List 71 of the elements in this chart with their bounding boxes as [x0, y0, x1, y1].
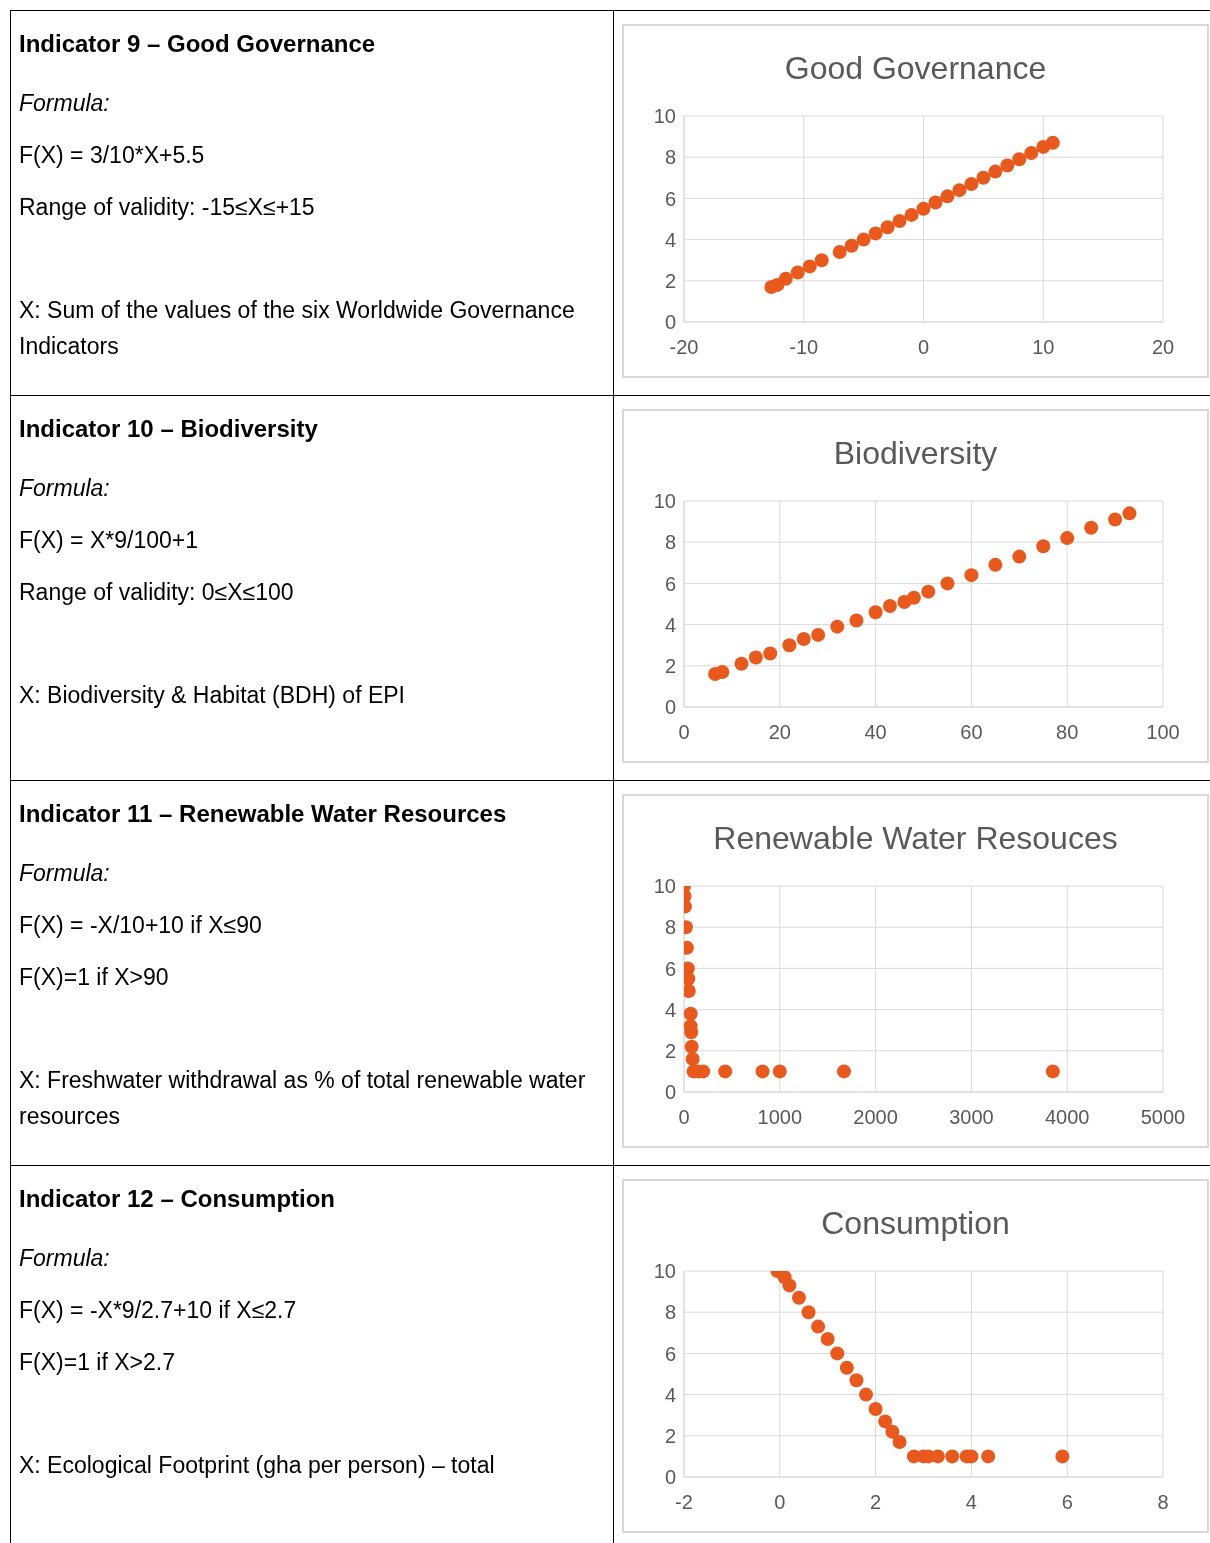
y-tick-label: 4	[664, 228, 676, 251]
x-tick-label: 0	[678, 1106, 690, 1129]
text: F(X) = -X*9/2.7+10 if X≤2.7	[19, 1296, 298, 1325]
text: X: Freshwater withdrawal as % of total renewable water resources	[19, 1066, 587, 1131]
x-tick-label: -10	[789, 336, 819, 359]
x-tick-label: 40	[864, 721, 887, 744]
text: Range of validity: -15≤X≤+15	[19, 193, 316, 222]
x-tick-label: 80	[1056, 721, 1079, 744]
y-tick-label: 2	[664, 1424, 676, 1447]
chart-title: Consumption	[820, 1205, 1011, 1242]
text: F(X)=1 if X>90	[19, 963, 170, 992]
text: Formula:	[19, 859, 111, 888]
text: F(X) = 3/10*X+5.5	[19, 141, 206, 170]
x-tick-label: 1000	[757, 1106, 803, 1129]
x-tick-label: 8	[1157, 1491, 1169, 1514]
x-tick-label: 2000	[853, 1106, 898, 1129]
x-tick-label: 60	[960, 721, 983, 744]
y-tick-label: 2	[664, 269, 676, 292]
x-tick-label: 6	[1061, 1491, 1073, 1514]
y-tick-label: 10	[653, 875, 676, 898]
text: Indicator 9 – Good Governance	[19, 30, 376, 58]
y-tick-label: 0	[664, 311, 676, 334]
x-tick-label: 0	[678, 721, 690, 744]
text: Range of validity: 0≤X≤100	[19, 578, 295, 607]
y-tick-label: 2	[664, 1039, 676, 1062]
x-tick-label: 10	[1032, 336, 1055, 359]
x-tick-label: 3000	[949, 1106, 994, 1129]
text: F(X) = -X/10+10 if X≤90	[19, 911, 263, 940]
text: X: Ecological Footprint (gha per person) – total	[19, 1451, 496, 1480]
text: Indicator 11 – Renewable Water Resources	[19, 800, 507, 828]
x-tick-label: 100	[1146, 721, 1180, 744]
x-tick-label: 0	[917, 336, 930, 359]
y-tick-label: 8	[664, 916, 676, 939]
y-tick-label: 0	[664, 1466, 676, 1489]
x-tick-label: 2	[870, 1491, 882, 1514]
text: Formula:	[19, 1244, 111, 1273]
x-tick-label: 20	[768, 721, 791, 744]
y-tick-label: 10	[653, 105, 676, 128]
x-tick-label: 20	[1151, 336, 1175, 359]
y-tick-label: 0	[664, 696, 676, 719]
x-tick-label: -2	[675, 1491, 693, 1514]
y-tick-label: 2	[664, 654, 676, 677]
y-tick-label: 8	[664, 146, 676, 169]
text: X: Biodiversity & Habitat (BDH) of EPI	[19, 681, 406, 710]
x-tick-label: 0	[774, 1491, 786, 1514]
chart-title: Renewable Water Resouces	[712, 820, 1119, 857]
y-tick-label: 8	[664, 1301, 676, 1324]
y-tick-label: 4	[664, 613, 676, 636]
y-tick-label: 8	[664, 531, 676, 554]
x-tick-label: 4	[965, 1491, 977, 1514]
chart-title: Good Governance	[783, 50, 1048, 87]
y-tick-label: 10	[653, 1260, 676, 1283]
y-tick-label: 4	[664, 1383, 676, 1406]
y-tick-label: 6	[664, 1342, 676, 1365]
x-tick-label: -20	[669, 336, 699, 359]
text: Indicator 10 – Biodiversity	[19, 415, 318, 443]
text: Indicator 12 – Consumption	[19, 1185, 336, 1213]
text: Formula:	[19, 474, 111, 503]
y-tick-label: 0	[664, 1081, 676, 1104]
text: Formula:	[19, 89, 111, 118]
y-tick-label: 6	[664, 572, 676, 595]
y-tick-label: 10	[653, 490, 676, 513]
chart-title: Biodiversity	[832, 435, 999, 472]
x-tick-label: 5000	[1140, 1106, 1186, 1129]
text: X: Sum of the values of the six Worldwide Governance Indicators	[19, 296, 576, 361]
y-tick-label: 6	[664, 187, 676, 210]
x-tick-label: 4000	[1044, 1106, 1090, 1129]
y-tick-label: 4	[664, 998, 676, 1021]
text: F(X) = X*9/100+1	[19, 526, 199, 555]
text: F(X)=1 if X>2.7	[19, 1348, 176, 1377]
y-tick-label: 6	[664, 957, 676, 980]
